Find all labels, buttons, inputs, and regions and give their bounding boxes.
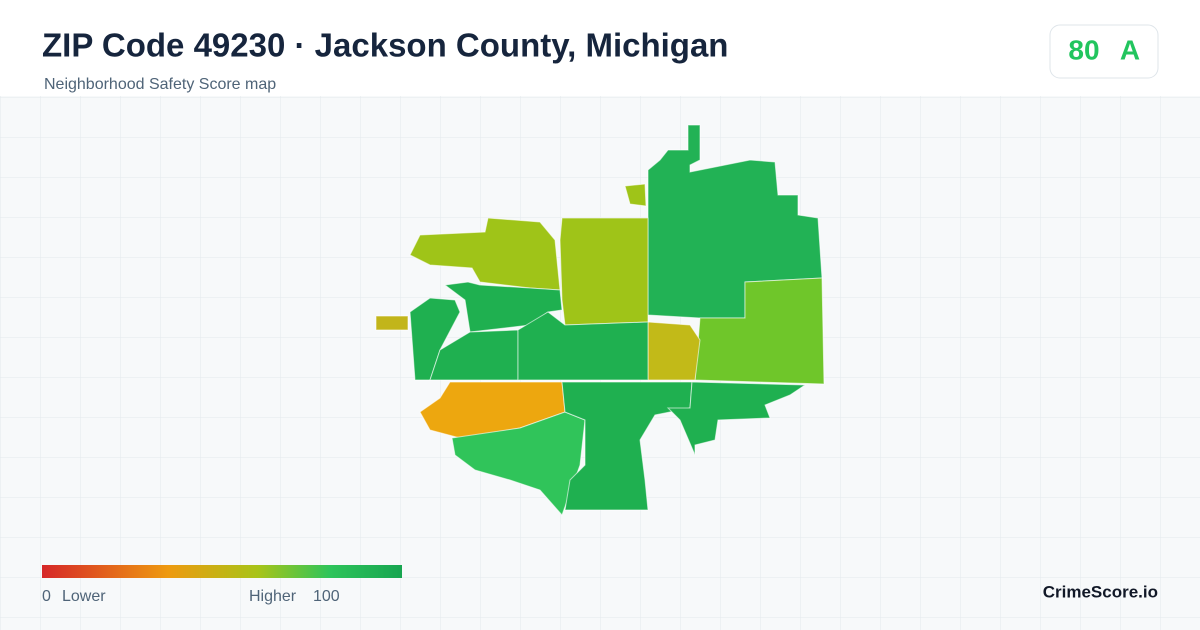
- legend-max: 100: [313, 588, 340, 605]
- area: [409, 217, 561, 291]
- area: [666, 381, 807, 456]
- legend-max-label: Higher: [249, 588, 297, 605]
- score-value: 80: [1068, 34, 1099, 65]
- area: [451, 411, 586, 516]
- legend-min-label: Lower: [62, 588, 106, 605]
- legend-min: 0: [42, 588, 51, 605]
- area: [375, 315, 409, 331]
- area: [409, 297, 461, 381]
- legend-bar: [42, 565, 402, 578]
- header-bg: [0, 0, 1200, 96]
- area: [559, 217, 649, 326]
- area: [517, 311, 649, 381]
- brand: CrimeScore.io: [1043, 582, 1158, 601]
- score-badge: [1049, 24, 1159, 79]
- area: [624, 183, 647, 207]
- area: [443, 281, 563, 333]
- score-grade: A: [1120, 34, 1140, 65]
- subtitle: Neighborhood Safety Score map: [44, 76, 276, 93]
- zip-areas: [375, 124, 825, 516]
- title: ZIP Code 49230 · Jackson County, Michiga…: [42, 27, 728, 64]
- area: [647, 321, 701, 381]
